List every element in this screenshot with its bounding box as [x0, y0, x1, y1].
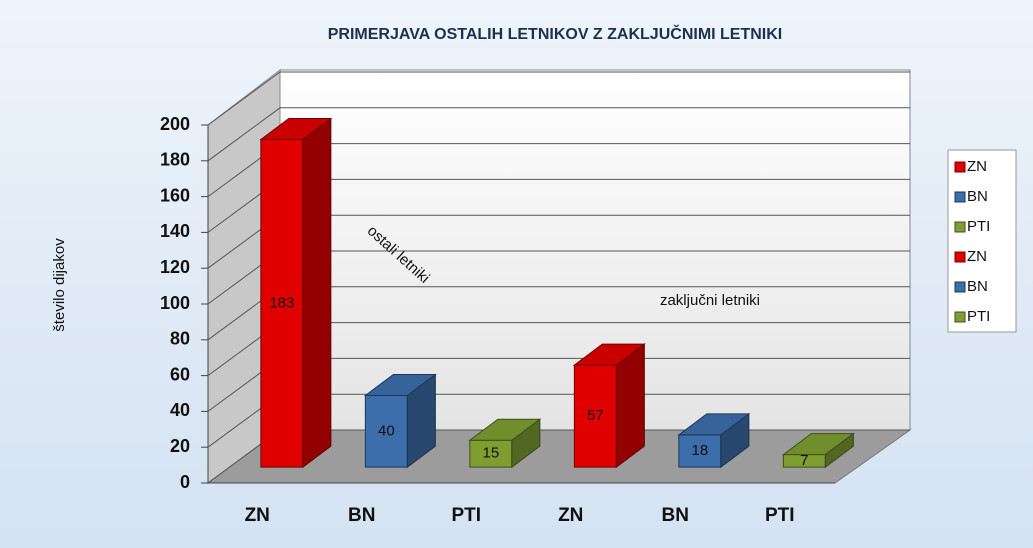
y-tick-label: 160 [160, 185, 190, 205]
x-tick-label: BN [348, 505, 375, 526]
y-tick-label: 80 [170, 329, 190, 349]
legend-label: ZN [967, 248, 987, 265]
value-label: 183 [269, 294, 294, 311]
x-tick-label: ZN [558, 505, 583, 526]
bar-top [677, 413, 751, 436]
chart-title: PRIMERJAVA OSTALIH LETNIKOV Z ZAKLJUČNIM… [328, 24, 783, 43]
y-tick-label: 20 [170, 436, 190, 456]
legend-label: ZN [967, 158, 987, 175]
legend-swatch [954, 221, 966, 233]
annotation: zaključni letniki [660, 292, 760, 309]
legend-label: BN [967, 278, 988, 295]
grid-line [207, 107, 281, 162]
legend-swatch [954, 311, 966, 323]
y-tick-label: 100 [160, 293, 190, 313]
legend-swatch [954, 251, 966, 263]
x-tick-label: PTI [451, 505, 481, 526]
x-tick-label: PTI [765, 505, 795, 526]
y-tick-label: 120 [160, 257, 190, 277]
legend-swatch [954, 191, 966, 203]
value-label: 57 [587, 407, 604, 424]
y-tick-label: 200 [160, 114, 190, 134]
legend-label: PTI [967, 218, 990, 235]
x-tick-label: ZN [245, 505, 270, 526]
legend-label: BN [967, 188, 988, 205]
bar-side [302, 117, 332, 469]
bar-top [468, 418, 542, 441]
value-label: 40 [378, 422, 395, 439]
legend-label: PTI [967, 308, 990, 325]
bar [260, 139, 304, 468]
bar [573, 364, 617, 468]
bar-top [572, 343, 646, 366]
bar [469, 439, 513, 468]
y-tick-label: 140 [160, 221, 190, 241]
y-axis-label: število dijakov [51, 238, 68, 332]
y-tick-label: 0 [180, 472, 190, 492]
grid-line [207, 71, 281, 126]
value-label: 7 [800, 452, 808, 469]
value-label: 18 [692, 442, 709, 459]
legend [947, 149, 1017, 333]
bar-top [259, 118, 333, 141]
y-tick-label: 180 [160, 150, 190, 170]
bar [364, 395, 408, 468]
bar-top [781, 433, 855, 456]
value-label: 15 [483, 445, 500, 462]
legend-swatch [954, 161, 966, 173]
bar [678, 434, 722, 468]
bar-top [363, 374, 437, 396]
y-tick-label: 40 [170, 400, 190, 420]
legend-swatch [954, 281, 966, 293]
y-tick-label: 60 [170, 364, 190, 384]
x-tick-label: BN [662, 505, 689, 526]
